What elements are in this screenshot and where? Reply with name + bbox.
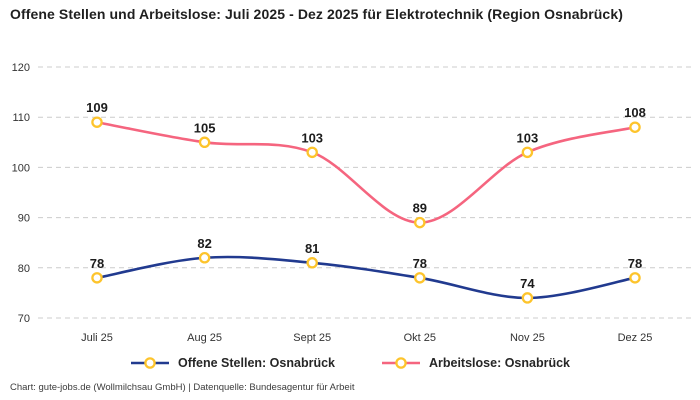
data-label: 105 <box>194 120 216 135</box>
x-tick-label: Sept 25 <box>293 332 331 344</box>
marker <box>521 292 534 304</box>
marker <box>198 136 211 149</box>
data-label: 78 <box>628 256 642 271</box>
data-label: 78 <box>413 256 427 271</box>
x-tick-label: Okt 25 <box>404 332 436 344</box>
legend: Offene Stellen: Osnabrück Arbeitslose: O… <box>0 354 700 372</box>
marker <box>91 272 103 284</box>
marker <box>306 257 318 269</box>
data-label: 78 <box>90 256 104 271</box>
legend-item-arbeitslose: Arbeitslose: Osnabrück <box>381 356 570 370</box>
x-tick-label: Dez 25 <box>618 332 653 344</box>
data-label: 109 <box>86 100 108 115</box>
legend-swatch-line-icon <box>131 357 169 369</box>
y-tick-label: 80 <box>18 263 30 275</box>
y-tick-label: 120 <box>12 62 30 74</box>
legend-label-offene-stellen: Offene Stellen: Osnabrück <box>178 356 335 370</box>
marker <box>414 216 426 229</box>
marker <box>306 146 318 159</box>
series-line-1 <box>95 120 637 224</box>
legend-item-offene-stellen: Offene Stellen: Osnabrück <box>130 356 335 370</box>
marker <box>414 272 426 284</box>
series-line-0 <box>95 255 637 300</box>
data-label: 108 <box>624 105 646 120</box>
data-label: 89 <box>413 201 427 216</box>
x-tick-label: Aug 25 <box>187 332 222 344</box>
data-label: 81 <box>305 241 319 256</box>
chart-credit: Chart: gute-jobs.de (Wollmilchsau GmbH) … <box>10 382 355 393</box>
chart-title: Offene Stellen und Arbeitslose: Juli 202… <box>10 6 623 22</box>
y-tick-label: 110 <box>12 112 30 124</box>
legend-swatch-line-icon <box>381 357 420 369</box>
data-label: 74 <box>520 276 535 291</box>
marker <box>198 252 211 264</box>
marker <box>91 116 103 128</box>
data-label: 103 <box>517 130 539 145</box>
marker <box>521 146 534 159</box>
y-tick-label: 70 <box>18 313 30 325</box>
data-label: 103 <box>301 130 323 145</box>
marker <box>629 272 641 284</box>
data-label: 82 <box>197 236 211 251</box>
x-tick-label: Nov 25 <box>510 332 545 344</box>
x-tick-label: Juli 25 <box>81 332 113 344</box>
marker <box>629 121 641 133</box>
legend-label-arbeitslose: Arbeitslose: Osnabrück <box>428 356 570 370</box>
y-tick-label: 100 <box>12 162 30 174</box>
y-tick-label: 90 <box>18 213 30 225</box>
